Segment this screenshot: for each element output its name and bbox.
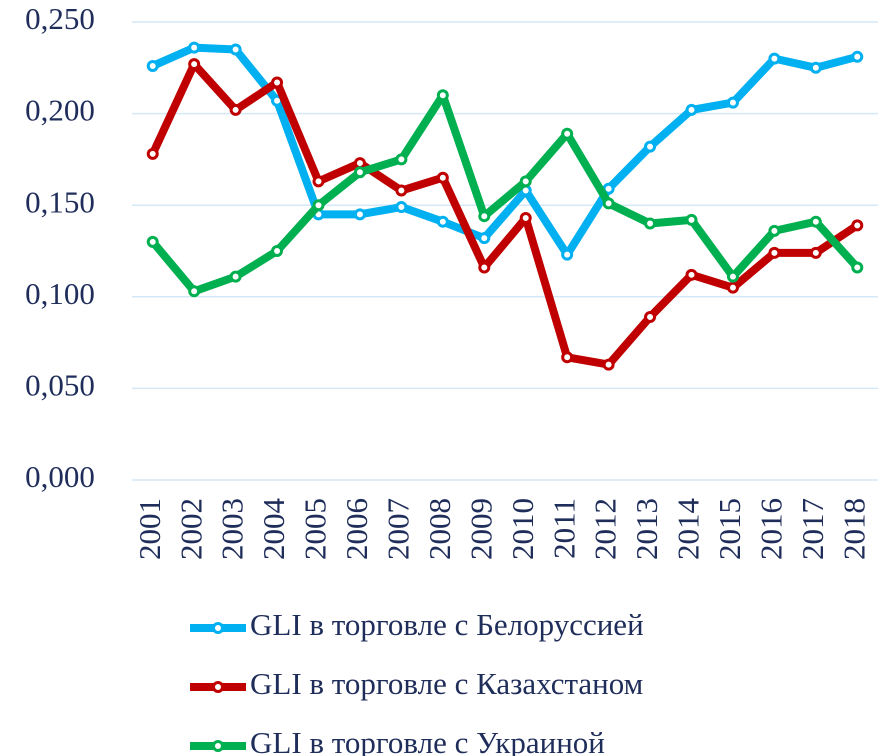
point xyxy=(561,127,574,140)
x-tick-label: 2010 xyxy=(505,498,540,560)
point xyxy=(312,175,325,188)
point xyxy=(146,235,159,248)
point xyxy=(602,358,615,371)
point xyxy=(353,166,366,179)
point xyxy=(271,245,284,257)
point xyxy=(146,59,159,72)
point xyxy=(685,268,698,281)
point xyxy=(685,213,698,226)
point xyxy=(188,58,201,71)
series-line xyxy=(151,43,859,259)
point xyxy=(768,246,781,259)
x-tick-label: 2017 xyxy=(795,498,830,560)
x-tick-label: 2016 xyxy=(753,498,788,560)
point xyxy=(353,208,366,221)
point xyxy=(478,232,491,245)
series-line xyxy=(149,91,861,296)
x-tick-label: 2003 xyxy=(215,498,250,560)
x-tick-label: 2011 xyxy=(546,498,581,559)
point xyxy=(519,175,532,188)
point xyxy=(644,140,657,153)
x-tick-label: 2002 xyxy=(173,498,208,560)
y-tick-label: 0,150 xyxy=(25,184,95,219)
x-tick-label: 2005 xyxy=(298,498,333,560)
series-line xyxy=(149,60,860,369)
x-tick-label: 2013 xyxy=(629,498,664,560)
point xyxy=(436,89,449,102)
point xyxy=(188,285,201,298)
point xyxy=(809,246,822,259)
point xyxy=(602,197,615,210)
point xyxy=(146,147,159,160)
point xyxy=(229,43,242,56)
y-tick-label: 0,100 xyxy=(25,276,95,311)
point xyxy=(809,61,822,74)
point xyxy=(561,248,574,261)
legend-marker xyxy=(212,622,224,634)
legend-marker xyxy=(212,740,224,752)
legend-label: GLI в торговле с Украиной xyxy=(250,725,605,756)
x-tick-label: 2001 xyxy=(132,498,167,560)
point xyxy=(395,184,408,197)
legend-label: GLI в торговле с Казахстаном xyxy=(250,666,643,701)
point xyxy=(395,201,408,214)
point xyxy=(395,153,408,166)
point xyxy=(478,261,491,274)
point xyxy=(561,351,574,364)
point xyxy=(851,219,864,232)
point xyxy=(809,215,822,228)
x-tick-label: 2007 xyxy=(380,498,415,560)
x-tick-label: 2004 xyxy=(256,498,291,561)
y-tick-label: 0,000 xyxy=(25,459,95,494)
point xyxy=(436,171,449,184)
point xyxy=(726,270,739,283)
y-tick-label: 0,200 xyxy=(25,93,95,128)
point xyxy=(768,224,781,237)
x-tick-label: 2009 xyxy=(463,498,498,560)
point xyxy=(851,50,864,63)
point xyxy=(312,199,325,212)
point xyxy=(726,281,739,294)
legend-marker xyxy=(212,681,224,693)
x-tick-label: 2012 xyxy=(588,498,623,560)
x-tick-label: 2008 xyxy=(422,498,457,560)
x-tick-label: 2014 xyxy=(671,498,706,561)
point xyxy=(188,41,201,54)
y-tick-label: 0,250 xyxy=(25,1,95,36)
point xyxy=(271,76,284,89)
point xyxy=(229,103,242,116)
point xyxy=(768,52,781,65)
point xyxy=(644,217,657,230)
legend-label: GLI в торговле с Белоруссией xyxy=(250,607,644,642)
y-tick-label: 0,050 xyxy=(25,368,95,403)
x-tick-label: 2006 xyxy=(339,498,374,560)
point xyxy=(353,157,366,170)
point xyxy=(685,103,698,116)
point xyxy=(519,212,532,225)
point xyxy=(644,310,657,323)
point xyxy=(436,215,449,228)
point xyxy=(478,210,491,223)
point xyxy=(229,270,242,283)
point xyxy=(851,261,864,274)
x-tick-label: 2015 xyxy=(712,498,747,560)
point xyxy=(726,96,739,109)
x-tick-label: 2018 xyxy=(836,498,871,560)
